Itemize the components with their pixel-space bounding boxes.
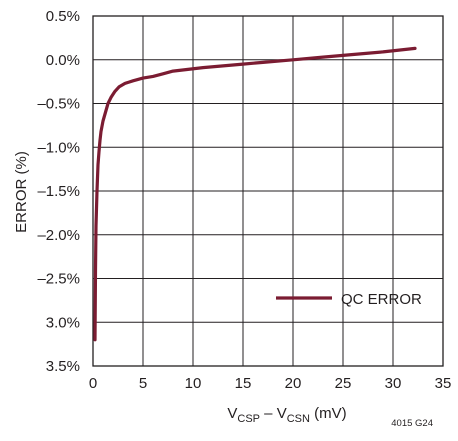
series-layer <box>93 46 417 342</box>
x-axis-title-sub1: CSP <box>237 413 260 425</box>
y-tick-label: –2.0% <box>37 227 80 244</box>
y-tick-label: –0.5% <box>37 96 80 113</box>
x-axis-title: VCSP – VCSN (mV) <box>227 405 346 425</box>
x-axis-title-sub2: CSN <box>287 413 310 425</box>
tick-labels: 0 5 10 15 20 25 30 35 0.5% 0.0% –0.5% –1.0% –1.5% –2.… <box>37 8 451 392</box>
x-axis-title-units: (mV) <box>310 405 347 422</box>
plot-frame <box>92 15 444 367</box>
y-tick-label: –1.5% <box>37 183 80 200</box>
x-axis-title-v1: V <box>227 405 237 422</box>
x-tick-label: 0 <box>89 375 97 392</box>
x-tick-label: 25 <box>335 375 352 392</box>
series-line-qc-error <box>93 46 417 342</box>
x-tick-label: 30 <box>385 375 402 392</box>
x-tick-label: 20 <box>285 375 302 392</box>
legend-label-qc-error: QC ERROR <box>341 291 422 308</box>
legend: QC ERROR <box>276 291 422 308</box>
x-tick-label: 5 <box>139 375 147 392</box>
x-tick-label: 15 <box>235 375 252 392</box>
x-tick-label: 10 <box>185 375 202 392</box>
y-tick-label: 0.0% <box>46 52 80 69</box>
y-tick-label: –2.5% <box>37 271 80 288</box>
figure-id: 4015 G24 <box>391 418 433 429</box>
x-axis-title-mid: – V <box>260 405 287 422</box>
y-tick-label: 0.5% <box>46 8 80 25</box>
x-tick-label: 35 <box>435 375 452 392</box>
y-axis-title: ERROR (%) <box>13 151 30 233</box>
y-tick-label: –1.0% <box>37 139 80 156</box>
y-tick-label: 3.0% <box>46 314 80 331</box>
grid <box>92 15 444 367</box>
y-tick-label: 3.5% <box>46 358 80 375</box>
